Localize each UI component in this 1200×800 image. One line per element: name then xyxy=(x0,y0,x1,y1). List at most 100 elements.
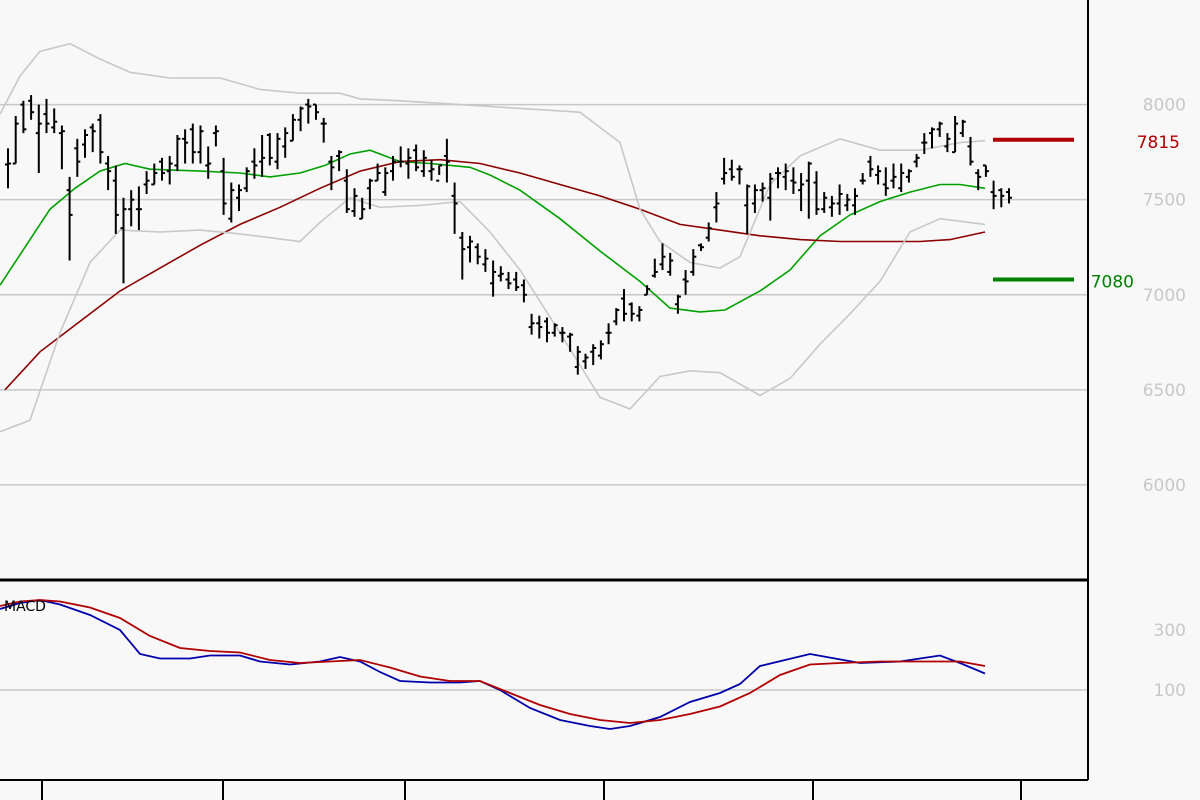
ohlc-bar xyxy=(374,163,381,182)
ohlc-bar xyxy=(428,159,435,181)
ohlc-bar xyxy=(659,243,666,271)
price-tick-label: 6000 xyxy=(1143,476,1186,496)
ohlc-bar xyxy=(497,266,504,282)
ohlc-bar xyxy=(159,157,165,181)
ohlc-bar xyxy=(174,135,181,172)
ohlc-bar xyxy=(320,117,327,143)
ohlc-bar xyxy=(644,285,651,296)
ohlc-bar xyxy=(467,235,473,263)
ohlc-bar xyxy=(813,171,820,215)
ohlc-bar xyxy=(251,148,258,179)
ohlc-bar xyxy=(674,294,681,314)
ohlc-bar xyxy=(12,116,19,165)
ohlc-bar xyxy=(520,279,527,303)
ohlc-bar xyxy=(451,182,458,234)
ohlc-bar xyxy=(859,173,866,185)
ohlc-bar xyxy=(82,129,88,158)
ohlc-bar xyxy=(867,155,874,177)
ohlc-bar xyxy=(205,146,212,179)
ohlc-bar xyxy=(128,190,135,227)
ohlc-bar xyxy=(397,146,404,168)
ohlc-bar xyxy=(120,197,127,284)
ohlc-bar xyxy=(513,271,520,291)
ohlc-bar xyxy=(182,129,189,164)
ohlc-bar xyxy=(220,157,227,215)
level-marker-label: 7080 xyxy=(1091,273,1134,293)
macd-series-line xyxy=(0,599,986,730)
ohlc-bar xyxy=(166,155,173,185)
ohlc-bar xyxy=(43,98,50,134)
ohlc-bar xyxy=(628,302,635,322)
ohlc-bar xyxy=(821,192,828,213)
ohlc-bar xyxy=(882,167,889,196)
ohlc-bar xyxy=(721,157,728,185)
ohlc-bar xyxy=(336,150,343,172)
ohlc-bar xyxy=(713,192,720,223)
ohlc-bar xyxy=(998,188,1005,208)
ohlc-bar xyxy=(844,193,851,212)
macd-axis-labels: 300 100 xyxy=(1154,621,1186,701)
ohlc-bar xyxy=(112,165,119,234)
ohlc-bar xyxy=(728,159,735,181)
ohlc-bar xyxy=(5,148,11,189)
ohlc-bar xyxy=(805,161,812,219)
ohlc-bar xyxy=(313,103,319,120)
ohlc-bar xyxy=(597,340,604,360)
ohlc-bar xyxy=(382,167,389,196)
price-ohlc-bars xyxy=(5,95,1012,375)
ohlc-bar xyxy=(952,116,959,154)
ohlc-bar xyxy=(243,167,250,193)
ohlc-bar xyxy=(705,222,712,242)
ohlc-bar xyxy=(744,184,751,234)
ohlc-bar xyxy=(505,271,512,290)
ohlc-bar xyxy=(605,323,612,345)
ohlc-bar xyxy=(490,260,497,297)
ohlc-bar xyxy=(574,346,581,375)
ohlc-bar xyxy=(536,315,543,339)
ohlc-bar xyxy=(759,182,766,202)
ohlc-bar xyxy=(651,258,658,278)
ohlc-bar xyxy=(143,171,150,194)
ohlc-bar xyxy=(875,165,882,185)
ohlc-bar xyxy=(20,100,27,134)
ohlc-bar xyxy=(135,186,142,231)
ohlc-bar xyxy=(836,184,843,215)
ohlc-bar xyxy=(613,308,620,326)
ohlc-bar xyxy=(682,270,689,295)
ohlc-bar xyxy=(289,114,296,142)
ohlc-bar xyxy=(436,164,443,182)
ohlc-bar xyxy=(990,180,997,210)
ohlc-bar xyxy=(482,249,489,272)
ohlc-bar xyxy=(790,167,797,194)
level-marker-label: 7815 xyxy=(1137,133,1180,153)
ohlc-bar xyxy=(782,163,789,191)
ohlc-bar xyxy=(359,197,366,220)
ohlc-bar xyxy=(852,188,858,215)
ohlc-bar xyxy=(751,184,758,213)
ohlc-bar xyxy=(189,123,196,164)
ohlc-bar xyxy=(567,332,574,352)
ohlc-bar xyxy=(74,138,81,177)
ohlc-bar xyxy=(420,150,427,177)
macd-tick-label: 100 xyxy=(1154,681,1186,701)
ohlc-bar xyxy=(636,306,643,322)
price-tick-label: 7000 xyxy=(1143,286,1186,306)
price-tick-label: 8000 xyxy=(1143,96,1186,116)
ohlc-bar xyxy=(266,133,273,166)
ohlc-bar xyxy=(328,155,335,191)
ohlc-bar xyxy=(936,121,943,137)
ohlc-bar xyxy=(35,104,42,174)
ohlc-bar xyxy=(544,317,550,343)
ohlc-bar xyxy=(366,178,373,210)
ohlc-bar xyxy=(982,164,989,177)
ohlc-bar xyxy=(582,353,589,369)
ohlc-bar xyxy=(51,108,58,134)
price-indicator-line xyxy=(0,149,986,313)
ohlc-bar xyxy=(528,313,535,335)
ohlc-bar xyxy=(767,173,774,221)
ohlc-bar xyxy=(921,133,928,155)
ohlc-bar xyxy=(959,119,966,137)
price-level-markers: 7815 7080 xyxy=(993,133,1180,293)
ohlc-bar xyxy=(343,169,350,213)
